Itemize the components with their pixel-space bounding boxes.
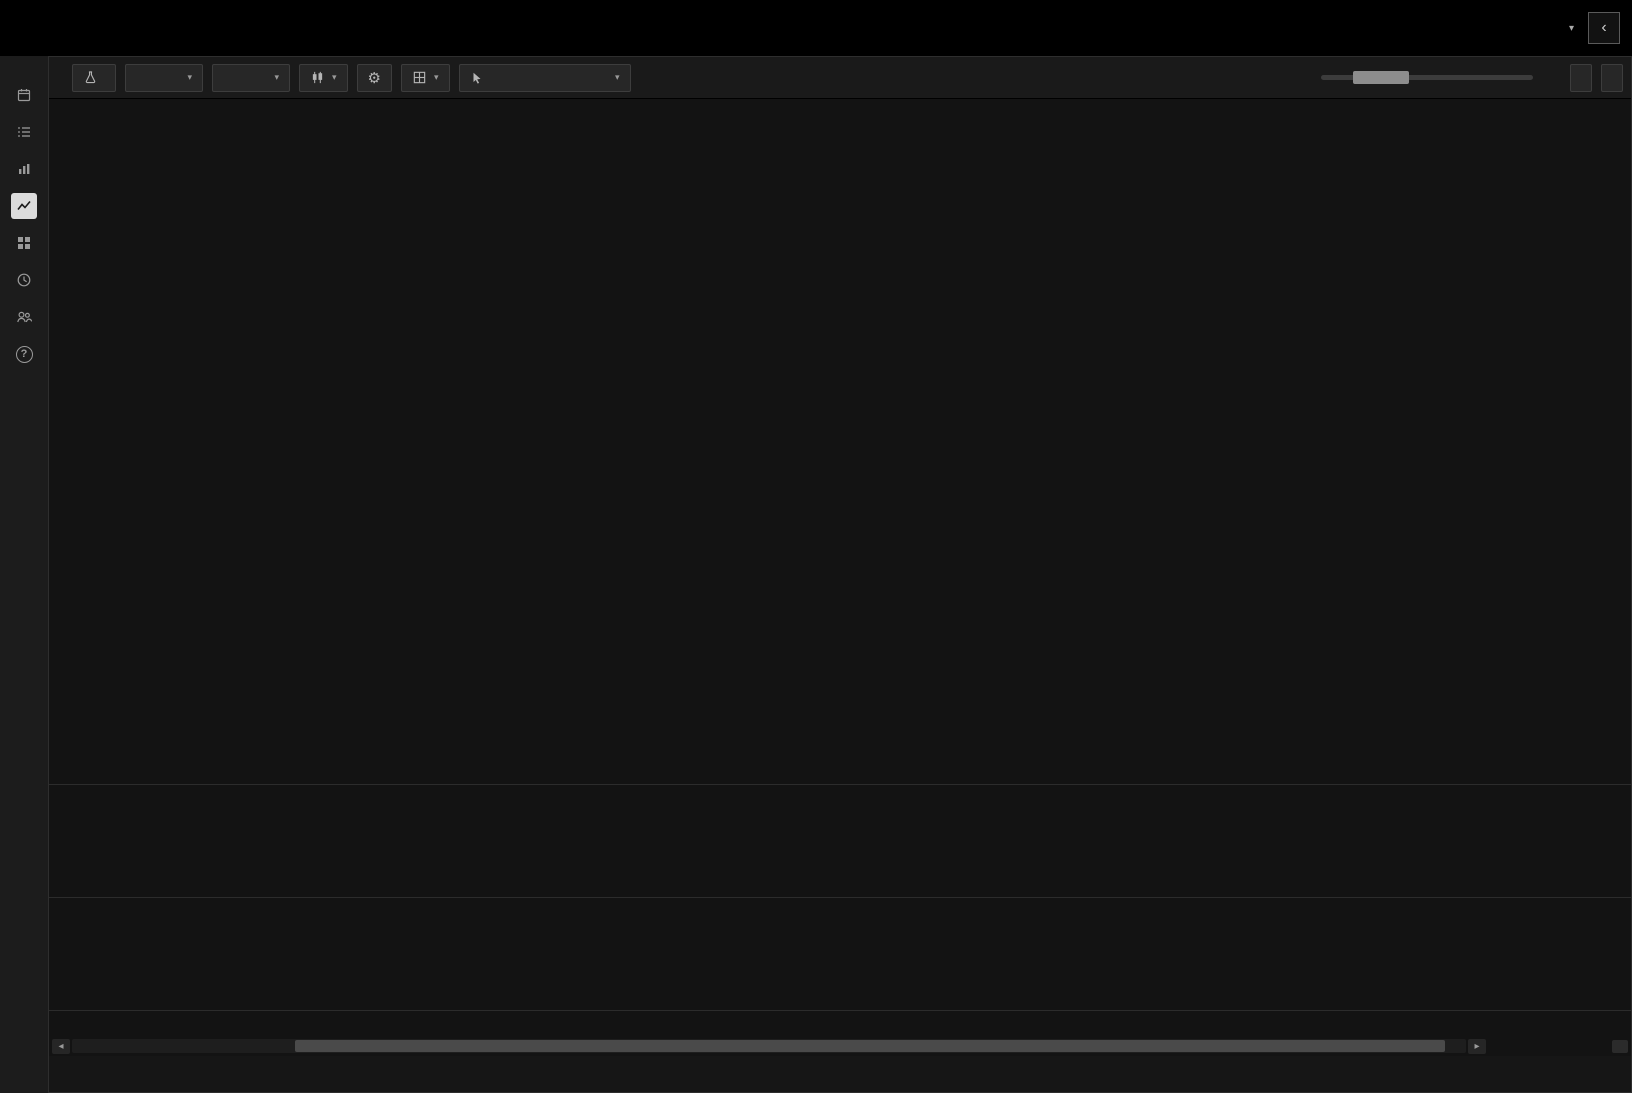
quote-header: ▾ ‹	[0, 0, 1632, 56]
app-body: ? ▾ ▾ ▾	[0, 56, 1632, 1093]
main-chart-panel[interactable]	[49, 99, 1631, 784]
chevron-down-icon: ▾	[614, 72, 620, 82]
scroll-right-button[interactable]: ▸	[1468, 1038, 1486, 1054]
stochastic-canvas[interactable]	[49, 785, 1631, 897]
stochastic-panel[interactable]	[49, 784, 1631, 897]
range-dropdown[interactable]: ▾	[212, 63, 290, 92]
scroll-corner-box[interactable]	[1612, 1039, 1628, 1053]
scroll-corner	[1488, 1039, 1628, 1053]
clock-icon[interactable]	[11, 267, 37, 293]
flask-icon	[83, 70, 98, 85]
chevron-down-icon: ▾	[187, 72, 192, 82]
timeframe-dropdown[interactable]: ▾	[125, 63, 203, 92]
chart-type-dropdown[interactable]: ▾	[299, 63, 348, 92]
users-icon[interactable]	[11, 304, 37, 330]
load-button[interactable]	[1601, 63, 1623, 92]
stochastic-axis[interactable]	[1486, 785, 1631, 897]
candlestick-icon	[310, 70, 325, 85]
grid-layout-dropdown[interactable]: ▾	[400, 63, 450, 92]
cursor-icon	[470, 71, 484, 85]
zoom-controls	[1301, 71, 1553, 84]
grid-icon[interactable]	[11, 230, 37, 256]
gear-icon: ⚙	[367, 69, 381, 87]
drawing-tool-dropdown[interactable]: ▾	[458, 63, 631, 92]
chart-toolbar: ▾ ▾ ▾ ⚙ ▾ ▾	[49, 57, 1631, 99]
chevron-left-icon: ‹	[1601, 19, 1607, 36]
chevron-down-icon: ▾	[433, 72, 439, 82]
sidebar-icons: ?	[11, 82, 37, 367]
save-button[interactable]	[1570, 63, 1592, 92]
list-icon[interactable]	[11, 119, 37, 145]
chevron-down-icon: ▾	[1568, 22, 1574, 34]
chart-icon[interactable]	[11, 193, 37, 219]
scrollbar-thumb[interactable]	[295, 1040, 1446, 1052]
calendar-icon[interactable]	[11, 82, 37, 108]
left-sidebar: ?	[0, 56, 48, 1093]
collapse-panel-button[interactable]: ‹	[1588, 12, 1620, 44]
indicators-button[interactable]	[72, 63, 116, 92]
time-axis[interactable]	[49, 1010, 1631, 1036]
chevron-down-icon: ▾	[332, 72, 337, 82]
help-icon[interactable]: ?	[11, 341, 37, 367]
macd-canvas[interactable]	[49, 898, 1631, 1010]
macd-axis[interactable]	[1486, 898, 1631, 1010]
zoom-slider[interactable]	[1321, 71, 1533, 84]
chart-widget: ▾ ▾ ▾ ⚙ ▾ ▾	[48, 56, 1632, 1093]
bar-chart-icon[interactable]	[11, 156, 37, 182]
chevron-down-icon: ▾	[274, 72, 279, 82]
horizontal-scrollbar: ◂ ▸	[49, 1036, 1631, 1056]
bottom-strip	[49, 1056, 1631, 1092]
macd-panel[interactable]	[49, 897, 1631, 1010]
scroll-left-button[interactable]: ◂	[52, 1038, 70, 1054]
question-mark-glyph: ?	[15, 345, 33, 363]
price-chart-canvas[interactable]	[49, 99, 1631, 784]
layout-grid-icon	[412, 70, 427, 85]
zoom-slider-thumb[interactable]	[1353, 71, 1409, 84]
chart-settings-button[interactable]: ⚙	[356, 63, 392, 92]
accounts-dropdown[interactable]: ▾	[1562, 23, 1574, 34]
scrollbar-track[interactable]	[72, 1039, 1466, 1053]
price-axis[interactable]	[1486, 99, 1631, 784]
